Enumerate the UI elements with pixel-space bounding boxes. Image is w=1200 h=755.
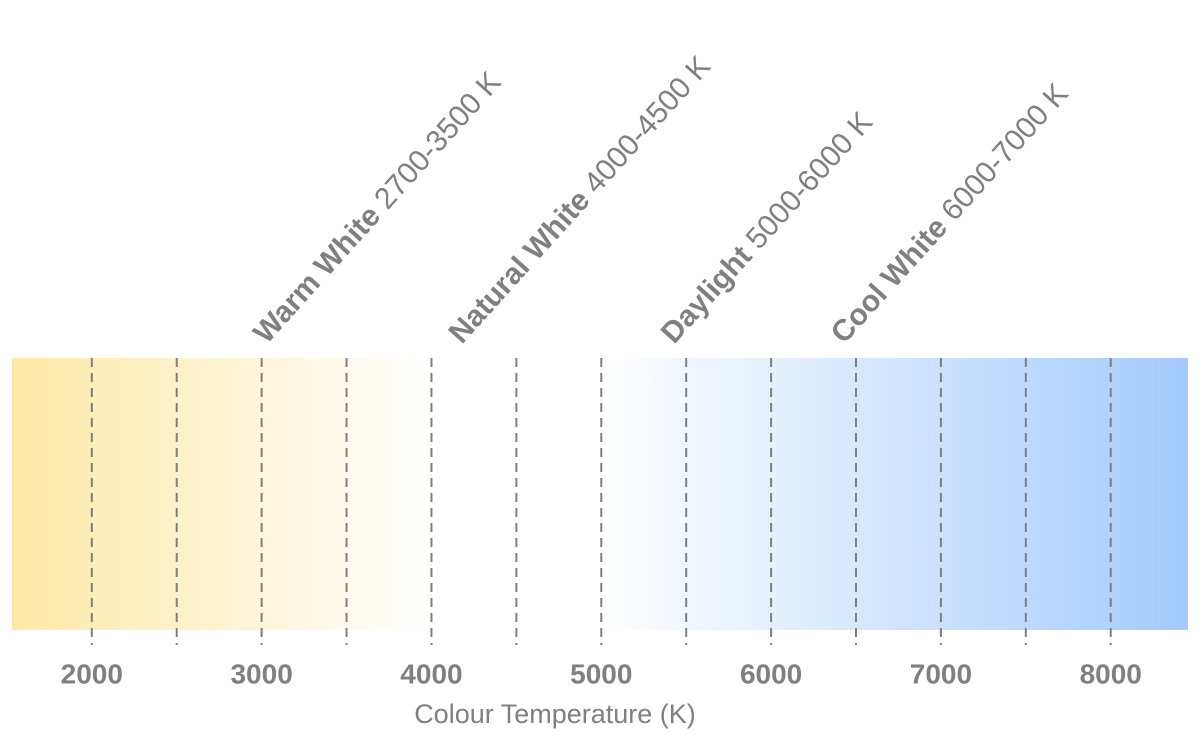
- annotation-name: Natural White: [443, 184, 597, 350]
- x-tick-label: 4000: [400, 658, 462, 689]
- x-tick-label: 2000: [61, 658, 123, 689]
- annotation-name: Daylight: [655, 240, 759, 350]
- colour-band: [12, 358, 1188, 630]
- annotation-range: 6000-7000 K: [935, 77, 1074, 227]
- annotation-range: 2700-3500 K: [368, 66, 507, 216]
- x-tick-label: 8000: [1080, 658, 1142, 689]
- annotation-name: Cool White: [825, 211, 954, 349]
- annotation-range: 5000-6000 K: [740, 106, 879, 256]
- x-tick-label: 5000: [570, 658, 632, 689]
- annotation-name: Warm White: [247, 200, 387, 350]
- x-tick-label: 7000: [910, 658, 972, 689]
- x-tick-label: 6000: [740, 658, 802, 689]
- annotation-range: 4000-4500 K: [578, 50, 717, 200]
- x-tick-label: 3000: [230, 658, 292, 689]
- x-axis-label: Colour Temperature (K): [414, 699, 696, 729]
